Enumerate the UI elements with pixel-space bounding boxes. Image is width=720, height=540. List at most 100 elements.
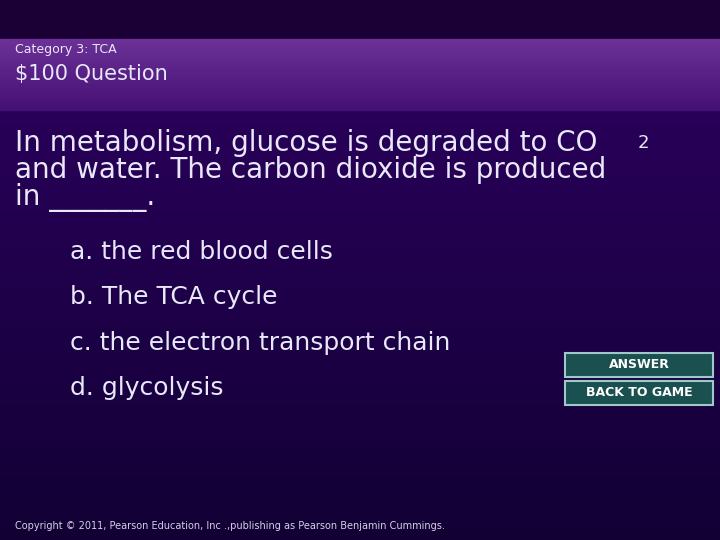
Bar — [0, 187, 720, 196]
Bar — [0, 84, 720, 87]
Bar — [0, 417, 720, 426]
Text: c. the electron transport chain: c. the electron transport chain — [70, 331, 451, 355]
Bar — [0, 65, 720, 68]
Bar — [0, 55, 720, 57]
Bar — [0, 330, 720, 339]
Bar — [0, 72, 720, 75]
Bar — [0, 48, 720, 51]
FancyBboxPatch shape — [565, 353, 713, 377]
Bar — [0, 517, 720, 525]
Bar — [0, 88, 720, 91]
Bar — [0, 62, 720, 64]
Bar — [0, 173, 720, 181]
Bar — [0, 323, 720, 332]
Bar — [0, 39, 720, 42]
Bar — [0, 91, 720, 94]
Bar — [0, 137, 720, 146]
Bar — [0, 166, 720, 174]
Bar — [0, 288, 720, 296]
Bar — [0, 93, 720, 96]
Bar — [0, 107, 720, 110]
Bar — [0, 71, 720, 73]
Bar — [0, 273, 720, 282]
Bar — [0, 367, 720, 375]
Bar — [0, 81, 720, 84]
Bar — [0, 280, 720, 289]
Bar — [0, 446, 720, 454]
Bar — [0, 209, 720, 218]
Bar — [0, 40, 720, 44]
Bar — [0, 252, 720, 260]
Bar — [0, 46, 720, 49]
Bar — [0, 78, 720, 80]
Bar — [0, 245, 720, 253]
Bar — [0, 531, 720, 540]
Bar — [0, 0, 720, 40]
Bar — [0, 460, 720, 468]
Bar — [0, 345, 720, 354]
Bar — [0, 57, 720, 59]
Bar — [0, 481, 720, 490]
Bar — [0, 58, 720, 61]
Bar — [0, 424, 720, 433]
Bar — [0, 180, 720, 189]
Text: 2: 2 — [638, 134, 649, 152]
Bar — [0, 259, 720, 268]
Bar — [0, 159, 720, 167]
Text: In metabolism, glucose is degraded to CO: In metabolism, glucose is degraded to CO — [15, 129, 598, 157]
Bar — [0, 44, 720, 47]
Bar — [0, 231, 720, 239]
Bar — [0, 109, 720, 117]
Bar — [0, 74, 720, 77]
Bar — [0, 316, 720, 325]
Bar — [0, 503, 720, 511]
Bar — [0, 97, 720, 99]
Bar — [0, 352, 720, 361]
Text: b. The TCA cycle: b. The TCA cycle — [70, 285, 277, 309]
Bar — [0, 488, 720, 497]
Bar — [0, 53, 720, 56]
Bar — [0, 524, 720, 533]
Bar — [0, 216, 720, 225]
Bar — [0, 116, 720, 124]
Bar — [0, 309, 720, 318]
Text: a. the red blood cells: a. the red blood cells — [70, 240, 333, 264]
Bar — [0, 266, 720, 275]
Bar — [0, 105, 720, 108]
Bar — [0, 123, 720, 132]
Bar — [0, 130, 720, 139]
Bar — [0, 223, 720, 232]
Bar — [0, 60, 720, 63]
Bar — [0, 100, 720, 103]
Bar — [0, 338, 720, 347]
Bar — [0, 102, 720, 105]
Bar — [0, 79, 720, 82]
FancyBboxPatch shape — [565, 381, 713, 405]
Bar — [0, 388, 720, 397]
Bar — [0, 474, 720, 483]
Bar — [0, 90, 720, 92]
Bar — [0, 144, 720, 153]
Text: Category 3: TCA: Category 3: TCA — [15, 44, 117, 57]
Bar — [0, 409, 720, 418]
Text: $100 Question: $100 Question — [15, 64, 168, 84]
Bar — [0, 76, 720, 78]
Bar — [0, 104, 720, 106]
Bar — [0, 359, 720, 368]
Bar — [0, 152, 720, 160]
Bar — [0, 86, 720, 89]
Text: and water. The carbon dioxide is produced: and water. The carbon dioxide is produce… — [15, 156, 606, 184]
Text: BACK TO GAME: BACK TO GAME — [585, 387, 693, 400]
Bar — [0, 43, 720, 45]
Text: in _______.: in _______. — [15, 183, 156, 212]
Bar — [0, 467, 720, 476]
Bar — [0, 496, 720, 504]
Bar — [0, 453, 720, 461]
Bar — [0, 510, 720, 518]
Bar — [0, 431, 720, 440]
Bar — [0, 64, 720, 66]
Text: d. glycolysis: d. glycolysis — [70, 376, 223, 400]
Bar — [0, 67, 720, 70]
Text: Copyright © 2011, Pearson Education, Inc .,publishing as Pearson Benjamin Cummin: Copyright © 2011, Pearson Education, Inc… — [15, 521, 445, 531]
Bar — [0, 381, 720, 389]
